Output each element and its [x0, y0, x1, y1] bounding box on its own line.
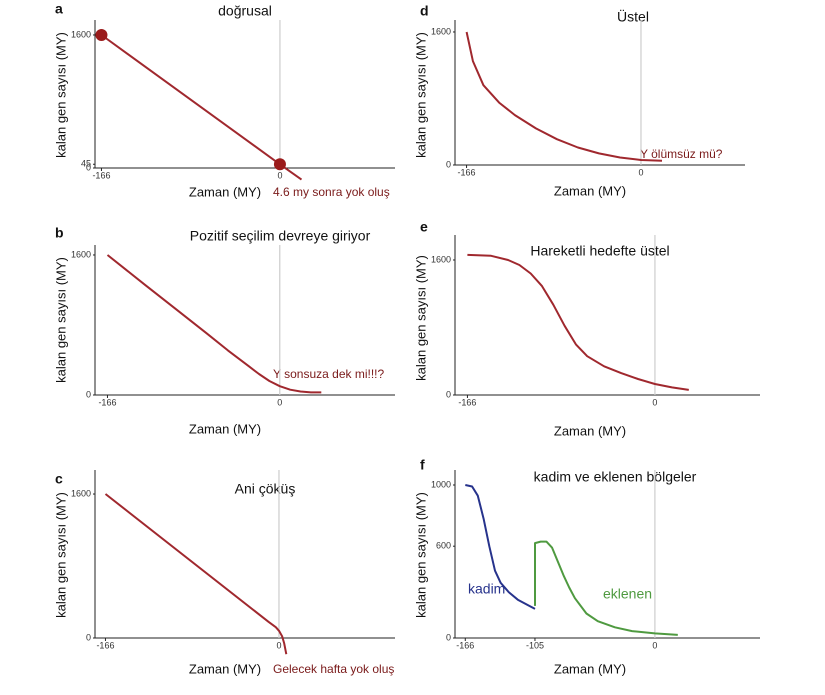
- y-axis-label: kalan gen sayısı (MY): [413, 255, 428, 381]
- y-tick-label: 0: [86, 389, 91, 399]
- annotation: 4.6 my sonra yok oluş: [273, 185, 390, 199]
- data-line: [100, 34, 303, 181]
- panel-label: e: [420, 219, 428, 235]
- annotation: Y ölümsüz mü?: [640, 147, 723, 161]
- data-line: [465, 484, 536, 610]
- x-axis-label: Zaman (MY): [554, 661, 626, 676]
- y-tick-label: 600: [436, 541, 451, 551]
- annotation: Gelecek hafta yok oluş: [273, 662, 394, 676]
- x-tick-label: 0: [638, 167, 643, 177]
- x-axis-label: Zaman (MY): [189, 421, 261, 436]
- x-axis-label: Zaman (MY): [554, 183, 626, 198]
- panel-label: a: [55, 1, 63, 17]
- x-tick-label: -166: [458, 167, 476, 177]
- x-axis-label: Zaman (MY): [189, 661, 261, 676]
- panel-title: Hareketli hedefte üstel: [530, 243, 669, 259]
- y-axis-label: kalan gen sayısı (MY): [413, 492, 428, 618]
- data-line: [465, 31, 663, 162]
- panel-title: Ani çöküş: [235, 481, 296, 497]
- y-tick-label: 1600: [71, 249, 91, 259]
- x-tick-label: -166: [96, 640, 114, 650]
- x-tick-label: 0: [652, 397, 657, 407]
- y-tick-label: 1600: [71, 29, 91, 39]
- data-line: [534, 540, 678, 636]
- panel-title: Pozitif seçilim devreye giriyor: [190, 228, 371, 244]
- y-tick-label: 45: [81, 159, 91, 169]
- data-line: [106, 254, 322, 394]
- data-point: [95, 28, 108, 41]
- x-tick-label: 0: [277, 397, 282, 407]
- y-axis-label: kalan gen sayısı (MY): [53, 32, 68, 158]
- y-tick-label: 1600: [431, 26, 451, 36]
- y-axis-label: kalan gen sayısı (MY): [53, 492, 68, 618]
- x-tick-label: -166: [92, 170, 110, 180]
- panel-title: kadim ve eklenen bölgeler: [534, 469, 697, 485]
- y-tick-label: 0: [86, 162, 91, 172]
- panel-label: b: [55, 225, 64, 241]
- panel-title: doğrusal: [218, 3, 272, 19]
- y-tick-label: 1000: [431, 479, 451, 489]
- series-label: eklenen: [603, 586, 652, 602]
- x-tick-label: 0: [276, 640, 281, 650]
- panel-label: c: [55, 471, 63, 487]
- series-label: kadim: [468, 581, 505, 597]
- y-tick-label: 0: [446, 632, 451, 642]
- data-line: [467, 253, 689, 391]
- data-point: [273, 158, 286, 171]
- x-tick-label: -166: [456, 640, 474, 650]
- x-tick-label: -166: [458, 397, 476, 407]
- y-axis-label: kalan gen sayısı (MY): [413, 32, 428, 158]
- y-tick-label: 1600: [71, 488, 91, 498]
- y-axis-label: kalan gen sayısı (MY): [53, 257, 68, 383]
- y-tick-label: 1600: [431, 254, 451, 264]
- x-axis-label: Zaman (MY): [554, 423, 626, 438]
- annotation: Y sonsuza dek mi!!!?: [273, 367, 384, 381]
- x-tick-label: 0: [277, 170, 282, 180]
- x-tick-label: 0: [652, 640, 657, 650]
- y-tick-label: 0: [86, 632, 91, 642]
- x-tick-label: -105: [526, 640, 544, 650]
- panel-label: f: [420, 457, 425, 473]
- panel-label: d: [420, 3, 429, 19]
- data-line: [104, 493, 288, 655]
- panel-title: Üstel: [617, 8, 649, 25]
- x-axis-label: Zaman (MY): [189, 184, 261, 199]
- x-tick-label: -166: [98, 397, 116, 407]
- y-tick-label: 0: [446, 159, 451, 169]
- y-tick-label: 0: [446, 389, 451, 399]
